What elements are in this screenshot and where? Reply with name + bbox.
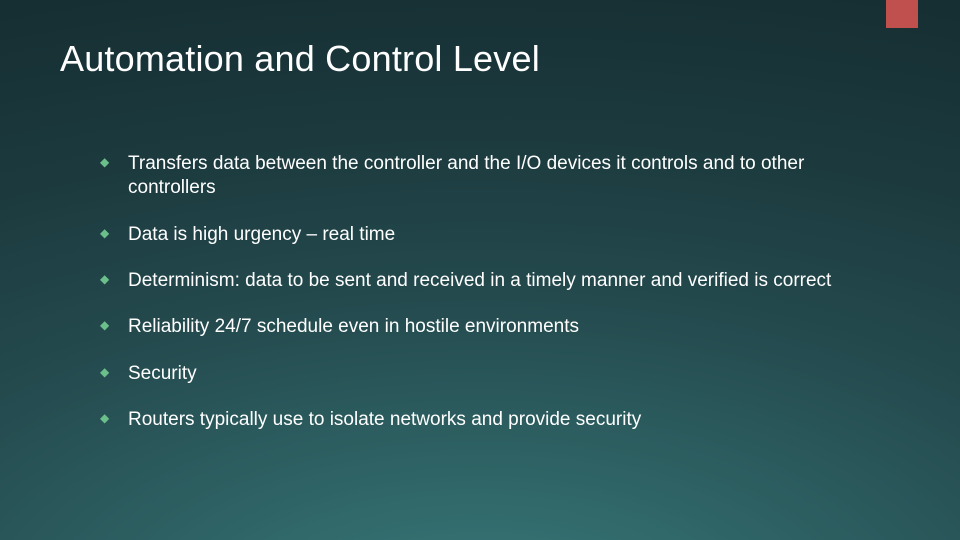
accent-bar <box>886 0 918 28</box>
list-item: Reliability 24/7 schedule even in hostil… <box>100 315 860 339</box>
list-item: Transfers data between the controller an… <box>100 152 860 201</box>
bullet-list: Transfers data between the controller an… <box>60 152 900 432</box>
slide-title: Automation and Control Level <box>60 38 900 80</box>
list-item: Determinism: data to be sent and receive… <box>100 269 860 293</box>
list-item: Security <box>100 362 860 386</box>
list-item: Routers typically use to isolate network… <box>100 408 860 432</box>
slide-container: Automation and Control Level Transfers d… <box>0 0 960 432</box>
list-item: Data is high urgency – real time <box>100 223 860 247</box>
